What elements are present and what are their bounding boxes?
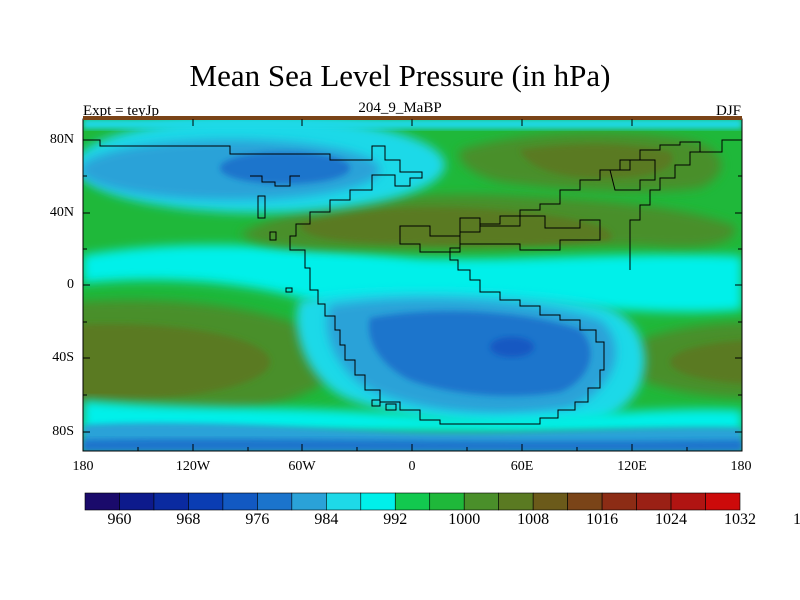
colorbar-tick-label: 960 — [107, 511, 132, 528]
y-tick-label: 40S — [52, 350, 74, 365]
colorbar-tick-label: 1016 — [586, 511, 619, 528]
colorbar-swatch — [84, 492, 120, 511]
colorbar-swatch — [705, 492, 741, 511]
axis-ticks — [83, 119, 742, 451]
coastline-north-hook — [250, 175, 300, 187]
bottom-ticks — [137, 444, 688, 451]
colorbar-swatch — [532, 492, 568, 511]
x-tick-label: 120W — [175, 459, 211, 474]
map-top-edge — [83, 116, 742, 120]
colorbar-swatch — [394, 492, 431, 511]
experiment-label: Expt = teyJp — [83, 103, 159, 119]
field-south-low-core — [369, 311, 591, 396]
period-label: 204_9_MaBP — [358, 100, 442, 116]
top-ticks — [192, 119, 633, 126]
y-tick-label: 0 — [67, 277, 74, 292]
field-northeast-high-core — [520, 144, 673, 179]
colorbar-swatch — [601, 492, 637, 511]
colorbar-swatch — [636, 492, 672, 511]
field-south-low-min — [490, 337, 534, 357]
y-tick-label: 40N — [49, 205, 74, 220]
left-ticks — [83, 139, 90, 433]
colorbar-swatch — [567, 492, 603, 511]
map-title: Mean Sea Level Pressure (in hPa) — [189, 58, 611, 93]
coastline-east-fragment — [609, 159, 656, 191]
colorbar-tick-label: 984 — [314, 511, 339, 528]
x-tick-label: 120E — [617, 459, 647, 474]
colorbar-swatch — [119, 492, 155, 511]
x-tick-label: 60W — [288, 459, 316, 474]
y-tick-label: 80S — [52, 424, 74, 439]
colorbar-tick-label: 992 — [383, 511, 408, 528]
colorbar-swatch — [326, 492, 362, 511]
colorbar-swatch — [222, 492, 258, 511]
x-tick-label: 180 — [730, 459, 752, 474]
colorbar-swatch — [670, 492, 706, 511]
y-tick-label: 80N — [49, 132, 74, 147]
colorbar-swatch — [291, 492, 327, 511]
coastline-northeast-arm — [700, 139, 742, 153]
pressure-field — [83, 119, 742, 451]
x-tick-label: 60E — [510, 459, 534, 474]
right-ticks — [735, 139, 742, 433]
colorbar-tick-label: 1000 — [448, 511, 481, 528]
colorbar-swatch — [188, 492, 224, 511]
field-south-pacific-high-core — [83, 324, 270, 400]
coastline — [83, 139, 742, 425]
colorbar-swatch — [498, 492, 534, 511]
colorbar-swatch — [463, 492, 499, 511]
colorbar-swatch — [153, 492, 189, 511]
colorbar-tick-label: 976 — [245, 511, 270, 528]
colorbar-tick-label: 1040 — [792, 511, 800, 528]
x-tick-label: 180 — [72, 459, 94, 474]
colorbar-tick-label: 968 — [176, 511, 201, 528]
field-southern-band-light — [83, 400, 742, 432]
colorbar-tick-label: 1008 — [517, 511, 550, 528]
colorbar-tick-label: 1024 — [655, 511, 688, 528]
field-north-high-core — [300, 207, 612, 246]
coastline-west-islands — [257, 195, 397, 411]
colorbar — [84, 492, 741, 511]
colorbar-swatch — [360, 492, 396, 511]
coastline-inner-sea — [399, 215, 601, 253]
x-tick-label: 0 — [408, 459, 416, 474]
colorbar-swatch — [429, 492, 465, 511]
field-southeast-high-core — [670, 340, 742, 384]
season-label: DJF — [715, 103, 741, 119]
colorbar-tick-label: 1032 — [724, 511, 756, 528]
colorbar-swatch — [257, 492, 293, 511]
